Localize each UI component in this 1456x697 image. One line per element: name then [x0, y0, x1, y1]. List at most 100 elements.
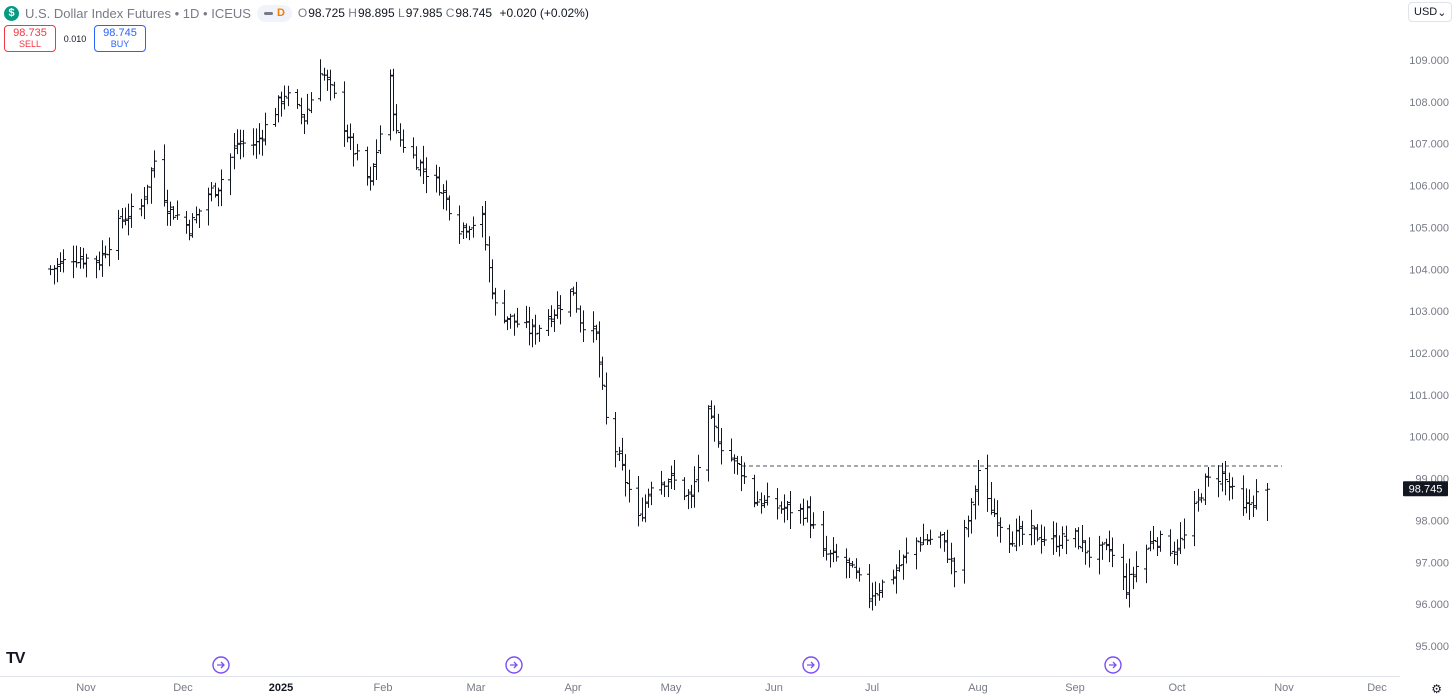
ohlc-bar	[162, 144, 167, 207]
ohlc-bar	[762, 495, 767, 508]
economic-event-icon[interactable]	[802, 656, 820, 674]
ohlc-bar	[276, 95, 281, 123]
ohlc-bar	[332, 81, 337, 99]
x-tick-label: Jun	[765, 682, 783, 694]
ohlc-bar	[1241, 475, 1246, 516]
economic-event-icon[interactable]	[212, 656, 230, 674]
y-tick-label: 96.000	[1415, 599, 1449, 611]
ohlc-bar	[546, 309, 551, 337]
ohlc-bar	[918, 536, 923, 552]
ohlc-bar	[213, 182, 218, 198]
ohlc-bar	[378, 125, 383, 155]
ohlc-bar	[1083, 540, 1088, 565]
ohlc-bar	[126, 203, 131, 236]
ohlc-bar	[537, 324, 542, 342]
ohlc-bar	[942, 532, 947, 552]
ohlc-bar	[1076, 527, 1081, 550]
ohlc-bar	[483, 201, 488, 251]
ohlc-bar	[81, 247, 86, 269]
y-tick-label: 100.000	[1409, 432, 1449, 444]
ohlc-bar	[187, 219, 192, 241]
ohlc-bar	[365, 146, 370, 186]
ohlc-bar	[880, 579, 885, 598]
ohlc-bar	[391, 68, 396, 132]
open-value: 98.725	[308, 6, 345, 20]
event-markers[interactable]	[212, 656, 1122, 674]
ohlc-bar	[1017, 515, 1022, 547]
ohlc-bar	[103, 245, 108, 259]
sell-label: SELL	[18, 38, 42, 49]
ohlc-bar	[461, 222, 466, 239]
ohlc-bar	[434, 164, 439, 193]
ohlc-bar	[530, 318, 535, 348]
ohlc-bar	[600, 356, 605, 390]
y-tick-label: 103.000	[1409, 306, 1449, 318]
ohlc-bar	[107, 237, 112, 267]
ohlc-bar	[623, 454, 628, 497]
ohlc-bar	[1247, 489, 1252, 520]
ohlc-bar	[735, 455, 740, 475]
ohlc-bar	[828, 549, 833, 568]
ohlc-bar	[568, 289, 573, 317]
ohlc-bar	[184, 210, 189, 234]
ohlc-bar	[168, 201, 173, 226]
ohlc-bar	[821, 510, 826, 557]
ohlc-bar	[945, 529, 950, 564]
ohlc-bar	[752, 474, 757, 508]
ohlc-bar	[649, 481, 654, 506]
ohlc-bar	[116, 209, 121, 260]
ohlc-bar	[921, 523, 926, 545]
ohlc-bar	[834, 543, 839, 562]
ohlc-bar	[969, 498, 974, 534]
ohlc-bar	[447, 195, 452, 221]
ohlc-bar	[597, 321, 602, 378]
ohlc-bar	[998, 517, 1003, 543]
ohlc-bar	[854, 558, 859, 579]
ohlc-bar	[1080, 524, 1085, 552]
ohlc-bar	[251, 128, 256, 156]
ohlc-values: O98.725 H98.895 L97.985 C98.745 +0.020 (…	[297, 6, 589, 20]
price-axis[interactable]: 109.000 108.000 107.000 106.000 105.000 104.0…	[1409, 55, 1449, 653]
market-status-pill[interactable]: D	[256, 4, 292, 22]
ohlc-bar	[94, 255, 99, 279]
time-axis[interactable]: Nov Dec 2025 Feb Mar Apr May Jun Jul Aug Sep Oct Nov…	[76, 682, 1387, 694]
ohlc-bar	[891, 569, 896, 585]
economic-event-icon[interactable]	[1104, 656, 1122, 674]
currency-label: USD	[1414, 6, 1438, 18]
ohlc-bar	[1134, 551, 1139, 583]
ohlc-bar	[732, 454, 737, 474]
ohlc-bar	[197, 208, 202, 229]
ohlc-bar	[1087, 537, 1092, 568]
ohlc-bar	[808, 496, 813, 539]
ohlc-bar	[692, 466, 697, 508]
ohlc-bar	[171, 206, 176, 220]
x-tick-label: Apr	[564, 682, 581, 694]
y-tick-label: 101.000	[1409, 390, 1449, 402]
ohlc-bar	[48, 265, 53, 276]
ohlc-bar	[682, 477, 687, 501]
ohlc-bar	[1227, 472, 1232, 501]
x-tick-label: Oct	[1168, 682, 1185, 694]
ohlc-bar	[1151, 526, 1156, 550]
ohlc-bar	[1064, 525, 1069, 555]
sell-button[interactable]: 98.735 SELL	[4, 25, 56, 52]
settings-gear-icon[interactable]: ⚙	[1431, 682, 1442, 696]
trade-panel: 98.735 SELL 0.010 98.745 BUY	[4, 25, 146, 52]
tradingview-logo[interactable]: TV	[6, 650, 25, 667]
ohlc-bar	[74, 245, 79, 268]
economic-event-icon[interactable]	[505, 656, 523, 674]
ohlc-bars	[48, 59, 1270, 611]
currency-select[interactable]: USD ⌄	[1408, 2, 1452, 22]
ohlc-bar	[263, 112, 268, 146]
buy-button[interactable]: 98.745 BUY	[94, 25, 146, 52]
ohlc-bar	[371, 163, 376, 186]
separator-dot: •	[203, 5, 208, 21]
ohlc-bar	[1131, 566, 1136, 590]
ohlc-bar	[646, 488, 651, 508]
ohlc-bar	[801, 498, 806, 526]
symbol-title[interactable]: U.S. Dollar Index Futures • 1D • ICEUS	[25, 6, 251, 21]
ohlc-bar	[273, 107, 278, 127]
ohlc-bar	[368, 166, 373, 191]
high-value: 98.895	[357, 6, 395, 20]
